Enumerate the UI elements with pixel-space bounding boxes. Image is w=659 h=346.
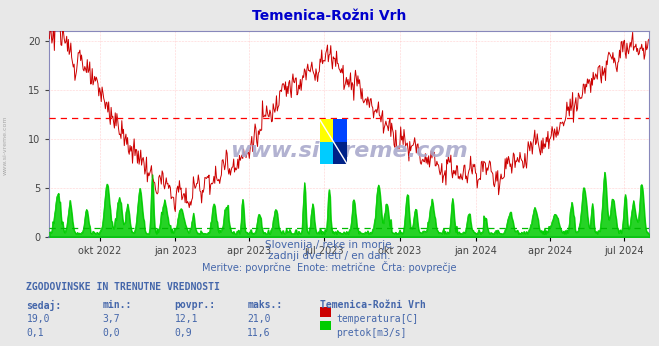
- Text: Slovenija / reke in morje.: Slovenija / reke in morje.: [264, 240, 395, 251]
- Text: 12,1: 12,1: [175, 314, 198, 324]
- Text: 3,7: 3,7: [102, 314, 120, 324]
- Text: Meritve: povprčne  Enote: metrične  Črta: povprečje: Meritve: povprčne Enote: metrične Črta: …: [202, 261, 457, 273]
- Bar: [333, 142, 347, 164]
- Text: Temenica-Rožni Vrh: Temenica-Rožni Vrh: [252, 9, 407, 22]
- Text: 21,0: 21,0: [247, 314, 271, 324]
- Text: 11,6: 11,6: [247, 328, 271, 338]
- Text: Temenica-Rožni Vrh: Temenica-Rožni Vrh: [320, 300, 425, 310]
- Bar: [320, 142, 333, 164]
- Text: www.si-vreme.com: www.si-vreme.com: [3, 116, 8, 175]
- Text: temperatura[C]: temperatura[C]: [336, 314, 418, 324]
- Text: pretok[m3/s]: pretok[m3/s]: [336, 328, 407, 338]
- Text: zadnji dve leti / en dan.: zadnji dve leti / en dan.: [268, 251, 391, 261]
- Text: 0,1: 0,1: [26, 328, 44, 338]
- Text: ZGODOVINSKE IN TRENUTNE VREDNOSTI: ZGODOVINSKE IN TRENUTNE VREDNOSTI: [26, 282, 220, 292]
- Text: 0,0: 0,0: [102, 328, 120, 338]
- Text: maks.:: maks.:: [247, 300, 282, 310]
- Text: povpr.:: povpr.:: [175, 300, 215, 310]
- Text: www.si-vreme.com: www.si-vreme.com: [231, 140, 468, 161]
- Text: min.:: min.:: [102, 300, 132, 310]
- Text: 0,9: 0,9: [175, 328, 192, 338]
- Text: 19,0: 19,0: [26, 314, 50, 324]
- Text: sedaj:: sedaj:: [26, 300, 61, 311]
- Bar: [333, 119, 347, 142]
- Bar: [320, 119, 333, 142]
